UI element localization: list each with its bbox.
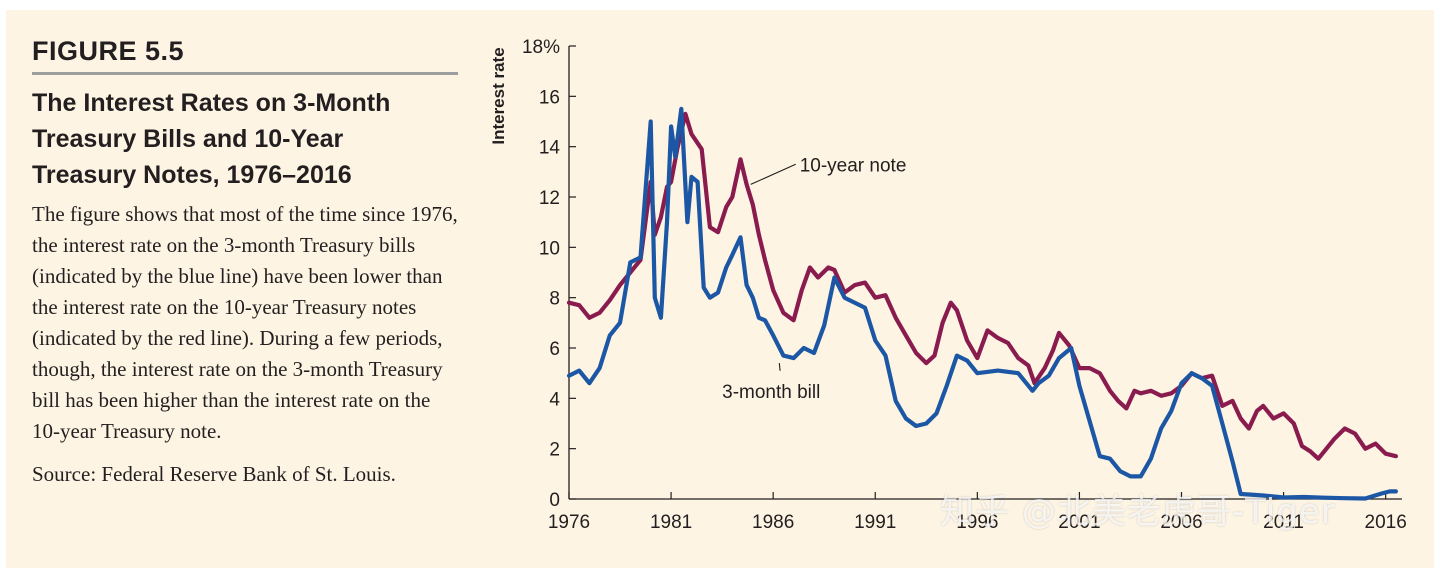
y-tick-label: 10 — [539, 238, 560, 259]
y-tick-label: 12 — [539, 188, 560, 209]
x-tick-label: 1996 — [956, 512, 998, 533]
chart-tick-labels: 0 2 4 6 8 10 12 14 16 18% 1976 1981 1986 1991 1996 2001… — [489, 37, 1407, 533]
y-tick-label: 0 — [549, 490, 560, 511]
watermark-text: 知乎 @北美老虎哥-Tiger — [940, 492, 1336, 532]
y-tick-label: 6 — [549, 339, 560, 360]
x-tick-label: 1981 — [650, 512, 692, 533]
chart-series — [566, 106, 1399, 501]
figure-title: The Interest Rates on 3-Month Treasury B… — [32, 85, 462, 193]
x-tick-label: 1986 — [752, 512, 794, 533]
x-tick-label: 2006 — [1160, 512, 1202, 533]
y-axis-ticks — [568, 45, 1387, 500]
chart-annotations: 10-year note 3-month bill — [722, 155, 906, 402]
y-axis-title: Interest rate — [489, 47, 508, 144]
figure-title-line: Treasury Notes, 1976–2016 — [32, 161, 352, 189]
figure-caption: FIGURE 5.5 The Interest Rates on 3-Month… — [32, 34, 462, 490]
y-tick-label: 8 — [549, 289, 560, 310]
figure-title-line: The Interest Rates on 3-Month — [32, 89, 391, 117]
x-tick-label: 1976 — [548, 512, 590, 533]
x-tick-label: 2016 — [1365, 512, 1407, 533]
figure-source: Source: Federal Reserve Bank of St. Loui… — [32, 462, 396, 486]
x-tick-label: 2001 — [1058, 512, 1100, 533]
x-tick-label: 1991 — [854, 512, 896, 533]
y-tick-label: 4 — [549, 389, 560, 410]
annotation-leader — [778, 363, 781, 371]
figure-number: FIGURE 5.5 — [32, 34, 458, 75]
y-tick-label: 2 — [549, 440, 560, 461]
x-tick-label: 2011 — [1263, 512, 1304, 533]
y-tick-label: 14 — [539, 138, 561, 159]
y-tick-label: 16 — [539, 87, 560, 108]
figure-description: The figure shows that most of the time s… — [32, 202, 458, 443]
y-tick-label: 18% — [522, 37, 560, 58]
annotation-label: 3-month bill — [722, 382, 820, 403]
figure-title-line: Treasury Bills and 10-Year — [32, 125, 344, 153]
chart-axes — [568, 46, 1402, 500]
annotation-leader — [750, 163, 796, 185]
series-line-3-month-bill — [566, 106, 1399, 501]
annotation-label: 10-year note — [800, 155, 907, 176]
series-line-10-year-note — [566, 111, 1399, 461]
